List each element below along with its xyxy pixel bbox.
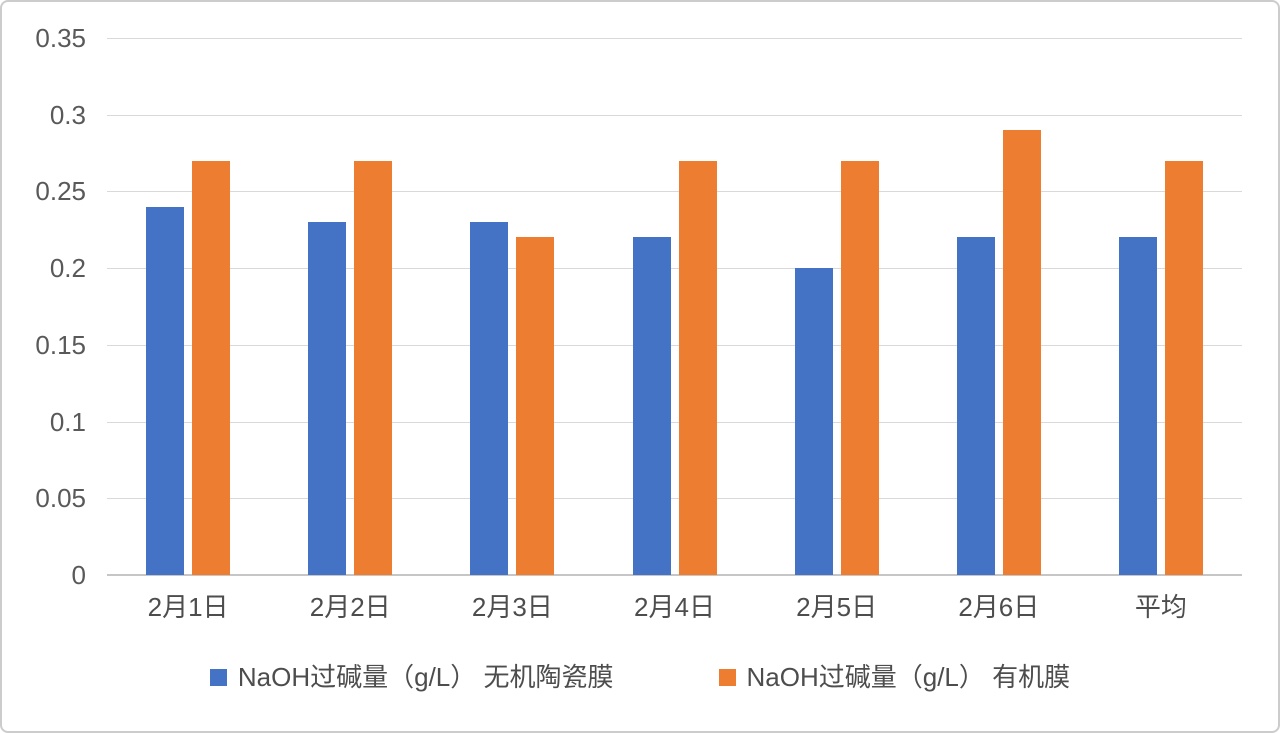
bar bbox=[1164, 160, 1203, 575]
y-gridline bbox=[107, 421, 1242, 423]
bar bbox=[146, 206, 185, 575]
y-tick-label: 0.35 bbox=[35, 23, 86, 53]
x-axis-line bbox=[107, 574, 1242, 576]
bar bbox=[308, 222, 347, 575]
x-tick-label: 2月5日 bbox=[796, 592, 878, 622]
y-tick-label: 0.3 bbox=[49, 99, 86, 130]
bar bbox=[1118, 237, 1157, 575]
y-gridline bbox=[107, 114, 1242, 116]
legend-entry: NaOH过碱量（g/L） 无机陶瓷膜 bbox=[209, 660, 614, 694]
bar bbox=[1002, 130, 1041, 575]
bar bbox=[470, 222, 509, 575]
bar bbox=[840, 160, 879, 575]
x-tick-label: 2月3日 bbox=[471, 592, 553, 622]
y-gridline bbox=[107, 268, 1242, 270]
legend-label: NaOH过碱量（g/L） 有机膜 bbox=[746, 662, 1071, 692]
legend: NaOH过碱量（g/L） 无机陶瓷膜 NaOH过碱量（g/L） 有机膜 bbox=[2, 660, 1278, 694]
y-tick-label: 0.25 bbox=[35, 176, 86, 207]
y-tick-label: 0.05 bbox=[35, 483, 86, 514]
y-tick-label: 0.1 bbox=[49, 406, 86, 437]
x-tick-label: 2月4日 bbox=[634, 592, 715, 622]
bar bbox=[956, 237, 995, 575]
bar bbox=[794, 268, 833, 575]
y-tick-label: 0.15 bbox=[35, 329, 86, 360]
legend-swatch-blue bbox=[209, 668, 227, 686]
y-gridline bbox=[107, 38, 1242, 39]
legend-label: NaOH过碱量（g/L） 无机陶瓷膜 bbox=[237, 662, 614, 692]
bar bbox=[632, 237, 671, 575]
legend-swatch-orange bbox=[718, 668, 736, 686]
x-tick-label: 2月6日 bbox=[958, 592, 1040, 622]
y-tick-label: 0.2 bbox=[49, 253, 86, 284]
bar bbox=[354, 160, 393, 575]
bar bbox=[516, 237, 555, 575]
y-gridline bbox=[107, 344, 1242, 346]
y-gridline bbox=[107, 191, 1242, 193]
x-tick-label: 2月1日 bbox=[147, 592, 229, 622]
bar bbox=[192, 160, 231, 575]
x-tick-label: 2月2日 bbox=[309, 592, 391, 622]
bar bbox=[678, 160, 717, 575]
y-gridline bbox=[107, 498, 1242, 500]
y-tick-label: 0 bbox=[71, 560, 86, 590]
x-tick-label: 平均 bbox=[1134, 592, 1187, 622]
legend-entry: NaOH过碱量（g/L） 有机膜 bbox=[718, 660, 1071, 694]
